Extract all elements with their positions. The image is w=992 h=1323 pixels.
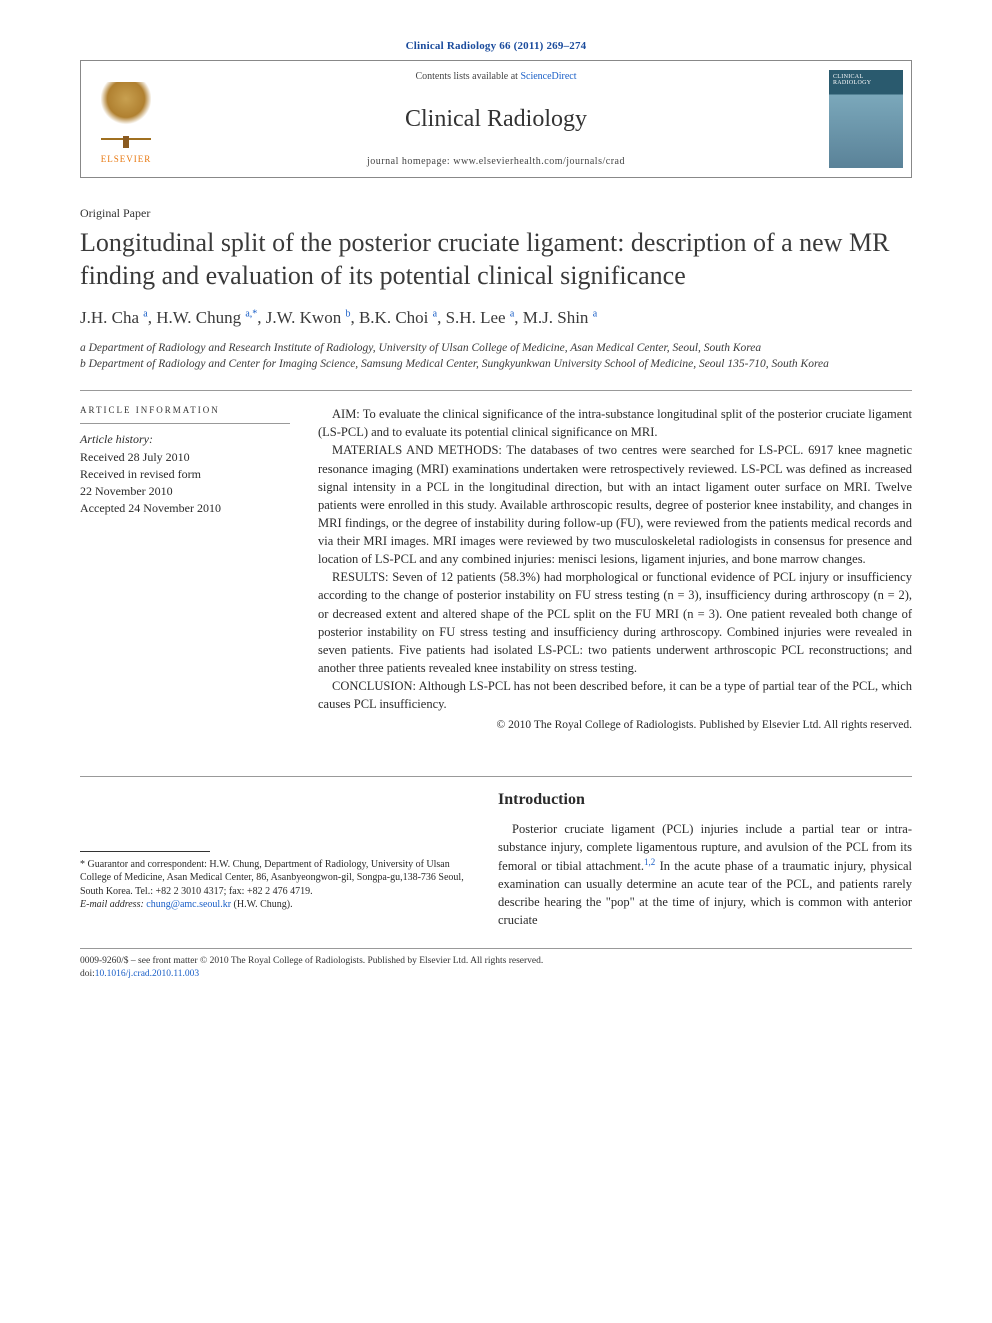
- page-footer: 0009-9260/$ – see front matter © 2010 Th…: [80, 948, 912, 982]
- homepage-line: journal homepage: www.elsevierhealth.com…: [367, 156, 625, 167]
- email-label: E-mail address:: [80, 899, 146, 910]
- abstract-aim: AIM: To evaluate the clinical significan…: [318, 405, 912, 441]
- history-revised-line2: 22 November 2010: [80, 483, 290, 500]
- journal-cover-thumbnail[interactable]: CLINICAL RADIOLOGY: [829, 70, 903, 168]
- abstract-methods: MATERIALS AND METHODS: The databases of …: [318, 441, 912, 568]
- citation-line: Clinical Radiology 66 (2011) 269–274: [80, 40, 912, 52]
- sciencedirect-link[interactable]: ScienceDirect: [520, 71, 576, 82]
- footnote-rule: [80, 851, 210, 852]
- article-info-heading: article information: [80, 405, 290, 415]
- doi-link[interactable]: 10.1016/j.crad.2010.11.003: [95, 969, 199, 979]
- contents-prefix: Contents lists available at: [415, 71, 520, 82]
- paper-title: Longitudinal split of the posterior cruc…: [80, 227, 912, 292]
- info-abstract-row: article information Article history: Rec…: [80, 405, 912, 734]
- divider-top: [80, 390, 912, 391]
- affiliation-a: a Department of Radiology and Research I…: [80, 340, 912, 356]
- footer-doi-line: doi:10.1016/j.crad.2010.11.003: [80, 968, 912, 981]
- abstract-column: AIM: To evaluate the clinical significan…: [318, 405, 912, 734]
- corresponding-author-footnote: * Guarantor and correspondent: H.W. Chun…: [80, 858, 470, 912]
- intro-two-column: * Guarantor and correspondent: H.W. Chun…: [80, 791, 912, 930]
- elsevier-wordmark: ELSEVIER: [101, 154, 152, 164]
- history-revised-line1: Received in revised form: [80, 466, 290, 483]
- article-info-column: article information Article history: Rec…: [80, 405, 290, 734]
- email-suffix: (H.W. Chung).: [231, 899, 293, 910]
- abstract-conclusion: CONCLUSION: Although LS-PCL has not been…: [318, 677, 912, 713]
- footer-copyright-line: 0009-9260/$ – see front matter © 2010 Th…: [80, 955, 912, 968]
- author-list: J.H. Cha a, H.W. Chung a,*, J.W. Kwon b,…: [80, 308, 912, 328]
- footnote-email-line: E-mail address: chung@amc.seoul.kr (H.W.…: [80, 898, 470, 912]
- journal-header-box: ELSEVIER Contents lists available at Sci…: [80, 60, 912, 178]
- corresponding-email-link[interactable]: chung@amc.seoul.kr: [146, 899, 231, 910]
- cover-title-text: CLINICAL RADIOLOGY: [833, 74, 899, 86]
- affiliation-b: b Department of Radiology and Center for…: [80, 356, 912, 372]
- homepage-url[interactable]: www.elsevierhealth.com/journals/crad: [453, 156, 625, 167]
- footnote-column: * Guarantor and correspondent: H.W. Chun…: [80, 791, 470, 930]
- elsevier-logo[interactable]: ELSEVIER: [90, 74, 162, 164]
- history-received: Received 28 July 2010: [80, 449, 290, 466]
- doi-label: doi:: [80, 969, 95, 979]
- introduction-column: Introduction Posterior cruciate ligament…: [498, 791, 912, 930]
- abstract-results: RESULTS: Seven of 12 patients (58.3%) ha…: [318, 568, 912, 677]
- page-container: Clinical Radiology 66 (2011) 269–274 ELS…: [0, 0, 992, 1011]
- contents-available-line: Contents lists available at ScienceDirec…: [415, 71, 576, 82]
- intro-paragraph-1: Posterior cruciate ligament (PCL) injuri…: [498, 821, 912, 930]
- article-info-rule: [80, 423, 290, 424]
- homepage-prefix: journal homepage:: [367, 156, 453, 167]
- introduction-heading: Introduction: [498, 791, 912, 809]
- header-center: Contents lists available at ScienceDirec…: [171, 61, 821, 177]
- footnote-text: * Guarantor and correspondent: H.W. Chun…: [80, 858, 470, 899]
- journal-name: Clinical Radiology: [405, 106, 587, 133]
- affiliations: a Department of Radiology and Research I…: [80, 340, 912, 372]
- abstract-copyright: © 2010 The Royal College of Radiologists…: [318, 717, 912, 734]
- publisher-logo-cell: ELSEVIER: [81, 61, 171, 177]
- introduction-body: Posterior cruciate ligament (PCL) injuri…: [498, 821, 912, 930]
- divider-bottom: [80, 776, 912, 777]
- history-label: Article history:: [80, 432, 290, 447]
- cover-thumbnail-cell: CLINICAL RADIOLOGY: [821, 61, 911, 177]
- history-accepted: Accepted 24 November 2010: [80, 500, 290, 517]
- elsevier-tree-icon: [101, 82, 151, 140]
- article-type: Original Paper: [80, 206, 912, 221]
